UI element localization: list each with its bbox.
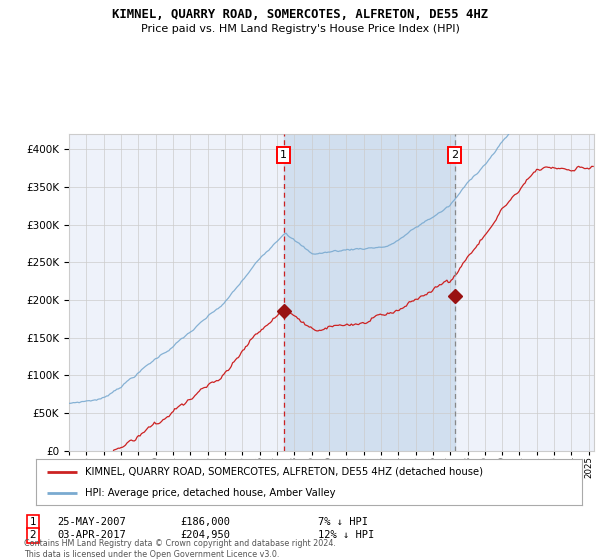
Text: 1: 1 [29, 517, 37, 527]
Text: 1: 1 [280, 150, 287, 160]
Text: KIMNEL, QUARRY ROAD, SOMERCOTES, ALFRETON, DE55 4HZ: KIMNEL, QUARRY ROAD, SOMERCOTES, ALFRETO… [112, 8, 488, 21]
Bar [284, 134, 455, 451]
Text: 12% ↓ HPI: 12% ↓ HPI [318, 530, 374, 540]
Text: Price paid vs. HM Land Registry's House Price Index (HPI): Price paid vs. HM Land Registry's House … [140, 24, 460, 34]
Text: £186,000: £186,000 [180, 517, 230, 527]
Text: 25-MAY-2007: 25-MAY-2007 [57, 517, 126, 527]
Text: £204,950: £204,950 [180, 530, 230, 540]
Text: 03-APR-2017: 03-APR-2017 [57, 530, 126, 540]
Text: HPI: Average price, detached house, Amber Valley: HPI: Average price, detached house, Ambe… [85, 488, 335, 498]
Text: Contains HM Land Registry data © Crown copyright and database right 2024.
This d: Contains HM Land Registry data © Crown c… [24, 539, 336, 559]
Text: 2: 2 [451, 150, 458, 160]
Text: 2: 2 [29, 530, 37, 540]
Text: KIMNEL, QUARRY ROAD, SOMERCOTES, ALFRETON, DE55 4HZ (detached house): KIMNEL, QUARRY ROAD, SOMERCOTES, ALFRETO… [85, 466, 483, 477]
Text: 7% ↓ HPI: 7% ↓ HPI [318, 517, 368, 527]
